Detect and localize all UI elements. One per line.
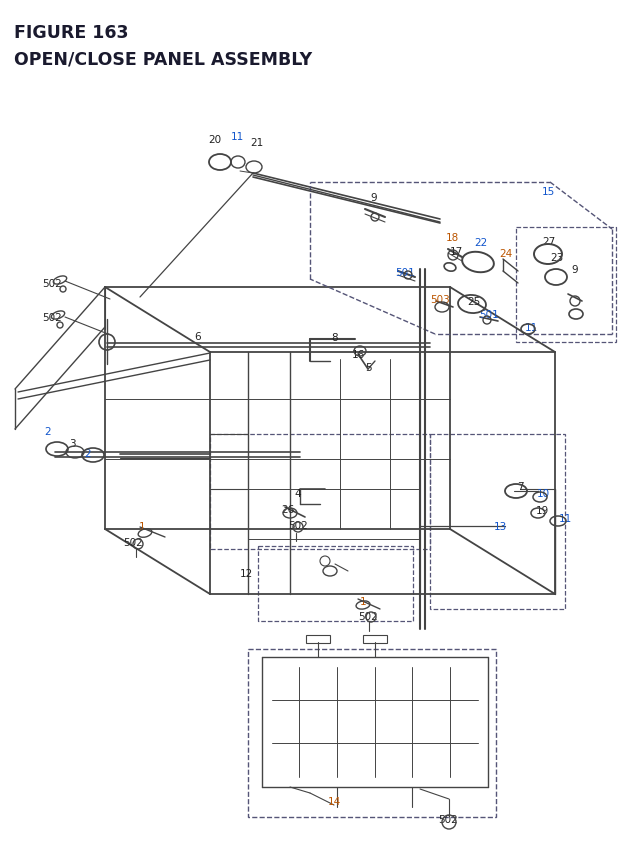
Text: 25: 25 (467, 297, 481, 307)
Text: 502: 502 (42, 313, 62, 323)
Text: FIGURE 163: FIGURE 163 (14, 24, 129, 42)
Text: 19: 19 (536, 505, 548, 516)
Text: 4: 4 (294, 488, 301, 499)
Text: 7: 7 (516, 481, 524, 492)
Text: 501: 501 (479, 310, 499, 319)
Text: 18: 18 (445, 232, 459, 243)
Text: 501: 501 (395, 268, 415, 278)
Bar (210, 435, 430, 549)
Bar (258, 547, 413, 622)
Text: 2: 2 (84, 449, 92, 458)
Text: 17: 17 (449, 247, 463, 257)
Bar (306, 635, 330, 643)
Text: 13: 13 (493, 522, 507, 531)
Text: 11: 11 (558, 513, 572, 523)
Bar (430, 435, 565, 610)
Text: 1: 1 (139, 522, 145, 531)
Text: 16: 16 (351, 350, 365, 360)
Text: 2: 2 (45, 426, 51, 437)
Text: 12: 12 (239, 568, 253, 579)
Text: 8: 8 (332, 332, 339, 343)
Text: 502: 502 (438, 814, 458, 824)
Text: 9: 9 (371, 193, 378, 202)
Text: 23: 23 (550, 253, 564, 263)
Text: 15: 15 (541, 187, 555, 197)
Bar (363, 635, 387, 643)
Bar (248, 649, 496, 817)
Text: 502: 502 (288, 520, 308, 530)
Text: 22: 22 (474, 238, 488, 248)
Text: 6: 6 (195, 331, 202, 342)
Text: 3: 3 (68, 438, 76, 449)
Text: 20: 20 (209, 135, 221, 145)
Text: 1: 1 (360, 597, 366, 606)
Bar (516, 228, 616, 343)
Text: 24: 24 (499, 249, 513, 258)
Text: 502: 502 (123, 537, 143, 548)
Text: 9: 9 (572, 264, 579, 275)
Text: 27: 27 (542, 237, 556, 247)
Text: 26: 26 (282, 505, 294, 514)
Text: 502: 502 (42, 279, 62, 288)
Text: OPEN/CLOSE PANEL ASSEMBLY: OPEN/CLOSE PANEL ASSEMBLY (14, 50, 312, 68)
Text: 11: 11 (230, 132, 244, 142)
Text: 503: 503 (430, 294, 450, 305)
Text: 10: 10 (536, 488, 550, 499)
Text: 21: 21 (250, 138, 264, 148)
Text: 502: 502 (358, 611, 378, 622)
Text: 5: 5 (365, 362, 371, 373)
Text: 14: 14 (328, 796, 340, 806)
Text: 11: 11 (524, 323, 538, 332)
